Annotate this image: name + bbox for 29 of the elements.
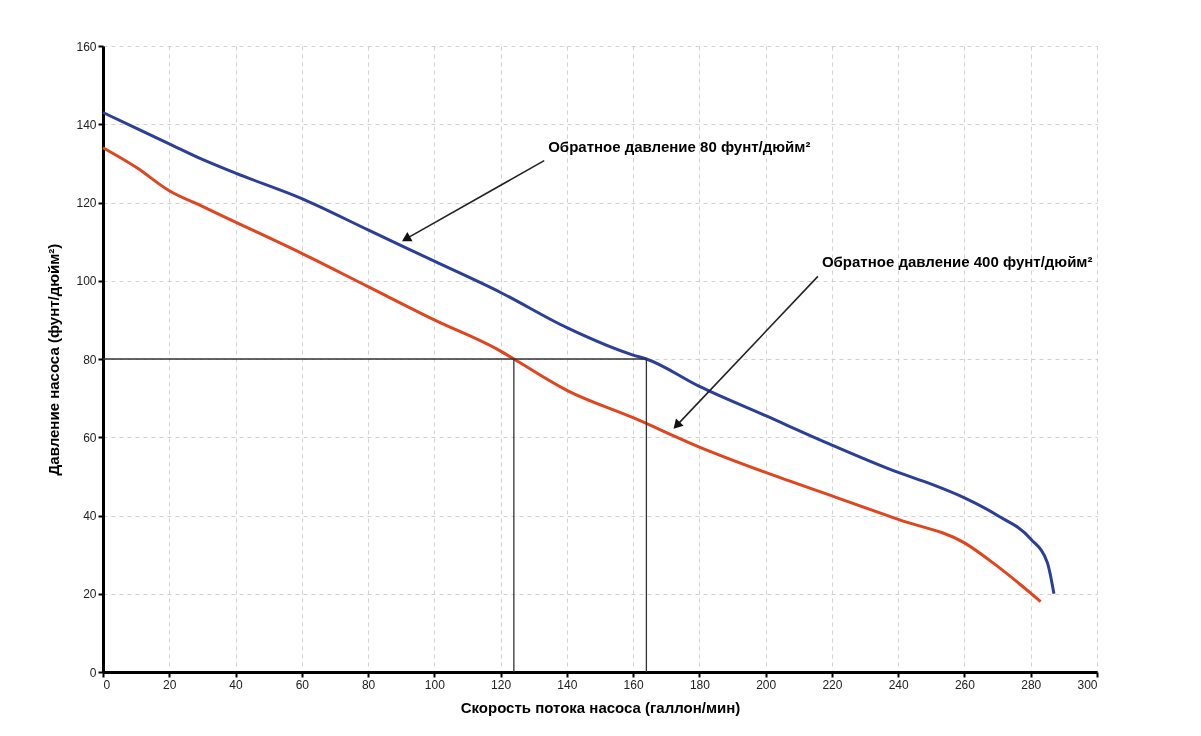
x-tick-label: 280	[1021, 677, 1042, 692]
y-tick-label: 120	[76, 196, 97, 210]
x-tick-label: 240	[888, 677, 910, 692]
x-tick-label: 0	[103, 677, 111, 692]
y-tick-label: 80	[83, 352, 97, 367]
x-tick-label: 60	[295, 677, 310, 692]
y-tick-label: 40	[83, 509, 97, 523]
y-tick-label: 140	[76, 117, 97, 132]
x-tick-label: 20	[163, 677, 177, 692]
y-tick-label: 0	[89, 665, 97, 680]
y-tick-label: 160	[76, 39, 97, 54]
x-tick-label: 220	[822, 677, 843, 692]
x-tick-label: 300	[1077, 677, 1098, 692]
annotation: Обратное давление 80 фунт/дюйм²	[548, 137, 811, 155]
x-tick-label: 200	[756, 677, 777, 692]
x-tick-label: 100	[424, 677, 446, 692]
y-tick-label: 100	[76, 274, 97, 289]
x-tick-label: 160	[623, 677, 644, 692]
x-tick-label: 140	[557, 677, 578, 692]
x-tick-label: 80	[361, 677, 376, 692]
x-tick-label: 260	[954, 677, 976, 692]
x-axis-title: Скорость потока насоса (галлон/мин)	[460, 698, 741, 716]
y-tick-label: 20	[83, 587, 97, 602]
y-axis-title: Давление насоса (фунт/дюйм²)	[45, 243, 63, 476]
y-tick-label: 60	[83, 430, 97, 445]
x-tick-label: 40	[229, 677, 244, 692]
x-tick-label: 180	[689, 677, 711, 692]
x-tick-label: 120	[491, 677, 512, 692]
annotation: Обратное давление 400 фунт/дюйм²	[821, 253, 1093, 271]
